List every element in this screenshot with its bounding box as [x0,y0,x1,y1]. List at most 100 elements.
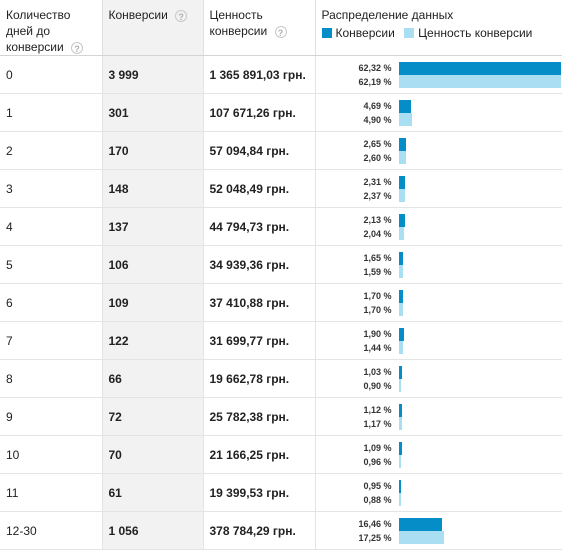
bar-group [398,327,562,354]
percent-value: 62,19 % [358,76,392,87]
bar-value [398,302,403,316]
percent-value: 17,25 % [358,532,392,543]
cell-days: 7 [0,321,102,360]
cell-value: 52 048,49 грн. [202,169,315,208]
cell-distribution: 1,03 % 0,90 % [314,359,562,398]
bar-conversions [398,479,401,493]
legend-value: Ценность конверсии [404,26,532,40]
cell-value: 31 699,77 грн. [202,321,315,360]
cell-days: 0 [0,55,102,94]
distribution-wrap: 1,70 % 1,70 % [322,289,562,317]
bar-group [398,365,562,392]
bar-value [398,112,412,126]
table-row: 9 72 25 782,38 грн. 1,12 % 1,17 % [0,397,562,436]
percent-conversions: 1,70 % [363,290,392,301]
percent-conversions: 1,03 % [363,366,392,377]
percent-conversions: 2,65 % [363,138,392,149]
percent-labels: 1,09 % 0,96 % [322,441,399,469]
distribution-wrap: 1,12 % 1,17 % [322,403,562,431]
bar-group [398,99,562,126]
distribution-wrap: 1,09 % 0,96 % [322,441,562,469]
table-row: 2 170 57 094,84 грн. 2,65 % 2,60 % [0,131,562,170]
cell-days: 8 [0,359,102,398]
cell-value: 44 794,73 грн. [202,207,315,246]
cell-value: 34 939,36 грн. [202,245,315,284]
distribution-wrap: 16,46 % 17,25 % [322,517,562,545]
cell-conversions: 109 [101,283,203,322]
bar-group [398,441,562,468]
cell-value: 378 784,29 грн. [202,511,315,550]
bar-conversions [398,99,411,113]
percent-value: 2,60 % [363,152,392,163]
help-icon[interactable]: ? [274,25,287,38]
percent-value: 2,04 % [363,228,392,239]
cell-value: 107 671,26 грн. [202,93,315,132]
bar-value [398,226,404,240]
bar-group [398,213,562,240]
table-row: 12-30 1 056 378 784,29 грн. 16,46 % 17,25 % [0,511,562,550]
help-icon[interactable]: ? [175,9,188,22]
bar-value [398,416,402,430]
cell-conversions: 148 [101,169,203,208]
percent-value: 1,44 % [363,342,392,353]
cell-distribution: 4,69 % 4,90 % [314,93,562,132]
percent-value: 0,88 % [363,494,392,505]
table-row: 4 137 44 794,73 грн. 2,13 % 2,04 % [0,207,562,246]
header-days[interactable]: Количество дней до конверсии ? [0,0,102,56]
cell-distribution: 1,90 % 1,44 % [314,321,562,360]
percent-labels: 1,12 % 1,17 % [322,403,399,431]
bar-value [398,264,403,278]
bar-value [398,74,561,88]
bar-conversions [398,289,403,303]
cell-value: 37 410,88 грн. [202,283,315,322]
cell-days: 6 [0,283,102,322]
percent-labels: 1,03 % 0,90 % [322,365,399,393]
cell-conversions: 3 999 [101,55,203,94]
cell-conversions: 301 [101,93,203,132]
percent-labels: 2,13 % 2,04 % [322,213,399,241]
cell-value: 57 094,84 грн. [202,131,315,170]
distribution-wrap: 2,31 % 2,37 % [322,175,562,203]
bar-conversions [398,517,442,531]
cell-distribution: 2,31 % 2,37 % [314,169,562,208]
header-conversions-label: Конверсии [108,8,168,22]
table-row: 11 61 19 399,53 грн. 0,95 % 0,88 % [0,473,562,512]
percent-value: 2,37 % [363,190,392,201]
cell-value: 25 782,38 грн. [202,397,315,436]
bar-conversions [398,213,405,227]
bar-group [398,137,562,164]
cell-days: 5 [0,245,102,284]
cell-value: 21 166,25 грн. [202,435,315,474]
percent-value: 0,96 % [363,456,392,467]
cell-value: 19 399,53 грн. [202,473,315,512]
table-row: 7 122 31 699,77 грн. 1,90 % 1,44 % [0,321,562,360]
bar-group [398,61,562,88]
distribution-wrap: 1,90 % 1,44 % [322,327,562,355]
percent-value: 0,90 % [363,380,392,391]
bar-conversions [398,61,561,75]
help-icon[interactable]: ? [71,41,84,54]
cell-distribution: 2,13 % 2,04 % [314,207,562,246]
header-value[interactable]: Ценность конверсии ? [202,0,315,56]
bar-value [398,454,401,468]
percent-labels: 0,95 % 0,88 % [322,479,399,507]
distribution-wrap: 2,65 % 2,60 % [322,137,562,165]
bar-conversions [398,327,404,341]
percent-conversions: 62,32 % [358,62,392,73]
header-distribution: Распределение данных Конверсии Ценность … [314,0,562,56]
cell-distribution: 1,12 % 1,17 % [314,397,562,436]
legend-conversions-swatch [321,28,332,38]
percent-conversions: 1,65 % [363,252,392,263]
cell-conversions: 72 [101,397,203,436]
cell-conversions: 122 [101,321,203,360]
percent-labels: 16,46 % 17,25 % [322,517,399,545]
header-conversions[interactable]: Конверсии ? [101,0,203,56]
cell-conversions: 137 [101,207,203,246]
cell-distribution: 16,46 % 17,25 % [314,511,562,550]
percent-value: 4,90 % [363,114,392,125]
cell-conversions: 1 056 [101,511,203,550]
cell-conversions: 66 [101,359,203,398]
cell-distribution: 1,65 % 1,59 % [314,245,562,284]
cell-days: 4 [0,207,102,246]
